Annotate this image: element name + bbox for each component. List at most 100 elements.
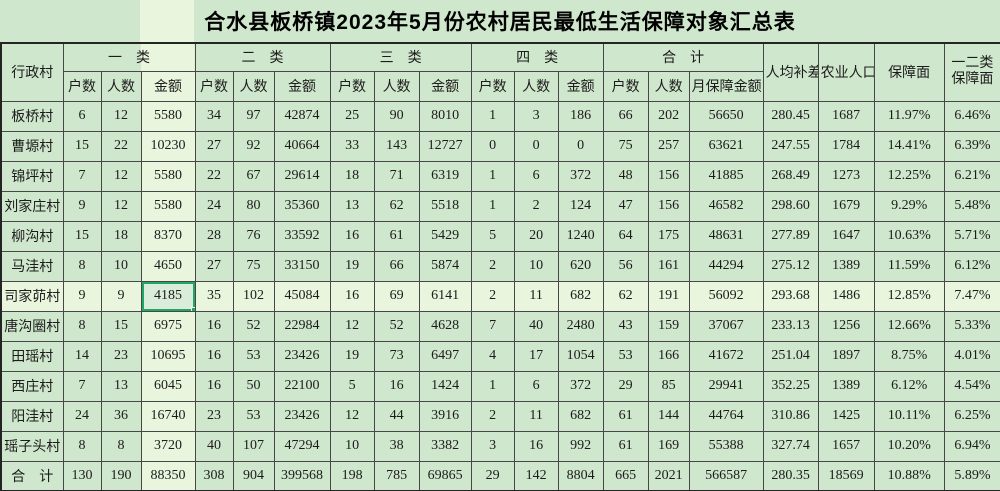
data-cell[interactable]: 85 bbox=[647, 370, 690, 402]
header-c1-amount[interactable]: 金额 bbox=[140, 70, 196, 102]
data-cell[interactable]: 37067 bbox=[688, 310, 764, 342]
data-cell[interactable]: 11 bbox=[513, 280, 559, 312]
data-cell[interactable]: 682 bbox=[557, 400, 604, 432]
data-cell[interactable]: 186 bbox=[557, 100, 604, 132]
header-group-class3[interactable]: 三 类 bbox=[329, 42, 472, 72]
data-cell[interactable]: 97 bbox=[232, 100, 275, 132]
header-village[interactable]: 行政村 bbox=[0, 42, 64, 102]
data-cell[interactable]: 12727 bbox=[418, 130, 472, 162]
data-cell[interactable]: 75 bbox=[232, 250, 275, 282]
data-cell[interactable]: 6.21% bbox=[943, 160, 1000, 192]
data-cell[interactable]: 36 bbox=[100, 400, 142, 432]
header-total-persons[interactable]: 人数 bbox=[647, 70, 690, 102]
data-cell[interactable]: 2 bbox=[470, 400, 515, 432]
data-cell[interactable]: 73 bbox=[373, 340, 420, 372]
data-cell[interactable]: 785 bbox=[373, 460, 420, 491]
data-cell[interactable]: 8 bbox=[62, 310, 102, 342]
header-coverage-rate[interactable]: 保障面 bbox=[873, 42, 945, 102]
data-cell[interactable]: 5580 bbox=[140, 100, 196, 132]
header-c1-persons[interactable]: 人数 bbox=[100, 70, 142, 102]
data-cell[interactable]: 19 bbox=[329, 250, 375, 282]
data-cell[interactable]: 41885 bbox=[688, 160, 764, 192]
data-cell[interactable]: 280.35 bbox=[762, 460, 819, 491]
data-cell[interactable]: 159 bbox=[647, 310, 690, 342]
data-cell[interactable]: 16 bbox=[194, 310, 234, 342]
data-cell[interactable]: 25 bbox=[329, 100, 375, 132]
data-cell[interactable]: 107 bbox=[232, 430, 275, 462]
data-cell[interactable]: 52 bbox=[232, 310, 275, 342]
data-cell[interactable]: 4650 bbox=[140, 250, 196, 282]
data-cell[interactable]: 166 bbox=[647, 340, 690, 372]
data-cell[interactable]: 310.86 bbox=[762, 400, 819, 432]
data-cell[interactable]: 2 bbox=[470, 250, 515, 282]
data-cell[interactable]: 1679 bbox=[817, 190, 875, 222]
village-name-cell[interactable]: 锦坪村 bbox=[0, 160, 64, 192]
data-cell[interactable]: 80 bbox=[232, 190, 275, 222]
data-cell[interactable]: 92 bbox=[232, 130, 275, 162]
data-cell[interactable]: 2480 bbox=[557, 310, 604, 342]
data-cell[interactable]: 2 bbox=[513, 190, 559, 222]
data-cell[interactable]: 63621 bbox=[688, 130, 764, 162]
data-cell[interactable]: 11 bbox=[513, 400, 559, 432]
data-cell[interactable]: 16 bbox=[513, 430, 559, 462]
data-cell[interactable]: 372 bbox=[557, 160, 604, 192]
data-cell[interactable]: 7 bbox=[62, 370, 102, 402]
header-c3-households[interactable]: 户数 bbox=[329, 70, 375, 102]
data-cell[interactable]: 64 bbox=[602, 220, 649, 252]
data-cell[interactable]: 251.04 bbox=[762, 340, 819, 372]
data-cell[interactable]: 22100 bbox=[273, 370, 331, 402]
village-name-cell[interactable]: 柳沟村 bbox=[0, 220, 64, 252]
data-cell[interactable]: 10 bbox=[513, 250, 559, 282]
data-cell[interactable]: 47294 bbox=[273, 430, 331, 462]
data-cell[interactable]: 10 bbox=[329, 430, 375, 462]
data-cell[interactable]: 45084 bbox=[273, 280, 331, 312]
data-cell[interactable]: 34 bbox=[194, 100, 234, 132]
data-cell[interactable]: 69 bbox=[373, 280, 420, 312]
data-cell[interactable]: 29941 bbox=[688, 370, 764, 402]
village-name-cell[interactable]: 唐沟圈村 bbox=[0, 310, 64, 342]
data-cell[interactable]: 13 bbox=[100, 370, 142, 402]
header-group-class2[interactable]: 二 类 bbox=[194, 42, 331, 72]
data-cell[interactable]: 1 bbox=[470, 370, 515, 402]
data-cell[interactable]: 76 bbox=[232, 220, 275, 252]
data-cell[interactable]: 992 bbox=[557, 430, 604, 462]
data-cell[interactable]: 161 bbox=[647, 250, 690, 282]
data-cell[interactable]: 247.55 bbox=[762, 130, 819, 162]
data-cell[interactable]: 22 bbox=[194, 160, 234, 192]
data-cell[interactable]: 66 bbox=[373, 250, 420, 282]
data-cell[interactable]: 268.49 bbox=[762, 160, 819, 192]
data-cell[interactable]: 1657 bbox=[817, 430, 875, 462]
data-cell[interactable]: 6.12% bbox=[873, 370, 945, 402]
data-cell[interactable]: 202 bbox=[647, 100, 690, 132]
data-cell[interactable]: 29 bbox=[602, 370, 649, 402]
data-cell[interactable]: 15 bbox=[62, 220, 102, 252]
header-c3-persons[interactable]: 人数 bbox=[373, 70, 420, 102]
data-cell[interactable]: 143 bbox=[373, 130, 420, 162]
data-cell[interactable]: 1240 bbox=[557, 220, 604, 252]
data-cell[interactable]: 9.29% bbox=[873, 190, 945, 222]
data-cell[interactable]: 3 bbox=[513, 100, 559, 132]
data-cell[interactable]: 1425 bbox=[817, 400, 875, 432]
data-cell[interactable]: 233.13 bbox=[762, 310, 819, 342]
data-cell[interactable]: 8.75% bbox=[873, 340, 945, 372]
data-cell[interactable]: 6.25% bbox=[943, 400, 1000, 432]
data-cell[interactable]: 9 bbox=[100, 280, 142, 312]
data-cell[interactable]: 0 bbox=[557, 130, 604, 162]
data-cell[interactable]: 67 bbox=[232, 160, 275, 192]
data-cell[interactable]: 1389 bbox=[817, 370, 875, 402]
data-cell[interactable]: 61 bbox=[602, 430, 649, 462]
data-cell[interactable]: 3720 bbox=[140, 430, 196, 462]
data-cell[interactable]: 16 bbox=[329, 220, 375, 252]
data-cell[interactable]: 40 bbox=[513, 310, 559, 342]
data-cell[interactable]: 66 bbox=[602, 100, 649, 132]
data-cell[interactable]: 56650 bbox=[688, 100, 764, 132]
data-cell[interactable]: 88350 bbox=[140, 460, 196, 491]
data-cell[interactable]: 18 bbox=[329, 160, 375, 192]
data-cell[interactable]: 10230 bbox=[140, 130, 196, 162]
data-cell[interactable]: 566587 bbox=[688, 460, 764, 491]
village-name-cell[interactable]: 合 计 bbox=[0, 460, 64, 491]
data-cell[interactable]: 10 bbox=[100, 250, 142, 282]
data-cell[interactable]: 43 bbox=[602, 310, 649, 342]
data-cell[interactable]: 62 bbox=[602, 280, 649, 312]
data-cell[interactable]: 190 bbox=[100, 460, 142, 491]
